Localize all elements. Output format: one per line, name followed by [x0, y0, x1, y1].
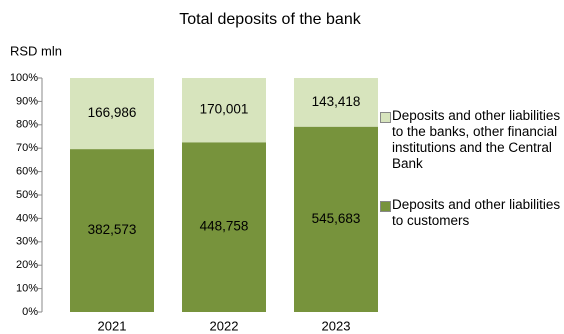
chart-title: Total deposits of the bank	[179, 11, 361, 28]
y-tick-label: 100%	[10, 72, 38, 84]
y-tick-label: 0%	[22, 306, 38, 318]
bar-segment	[294, 126, 378, 312]
x-tick-label: 2021	[98, 318, 127, 333]
data-label: 143,418	[312, 94, 361, 109]
bar-segment	[182, 142, 266, 312]
y-tick-label: 80%	[16, 119, 38, 131]
legend-label: Deposits and other liabilities to the ba…	[392, 108, 561, 171]
y-axis-label: RSD mln	[10, 43, 62, 58]
x-tick-label: 2023	[322, 318, 351, 333]
data-label: 448,758	[200, 219, 249, 234]
y-tick-label: 20%	[16, 259, 38, 271]
y-tick-label: 10%	[16, 283, 38, 295]
bar-segment	[70, 149, 154, 312]
bar-segment	[70, 78, 154, 150]
y-tick-label: 90%	[16, 95, 38, 107]
y-tick-label: 30%	[16, 236, 38, 248]
data-label: 382,573	[88, 222, 137, 237]
legend-swatch	[380, 112, 391, 123]
data-label: 170,001	[200, 102, 249, 117]
data-label: 545,683	[312, 211, 361, 226]
x-tick-label: 2022	[210, 318, 239, 333]
y-tick-label: 40%	[16, 212, 38, 224]
legend-label: Deposits and other liabilities to custom…	[392, 197, 561, 228]
y-tick-label: 60%	[16, 166, 38, 178]
y-tick-label: 70%	[16, 142, 38, 154]
bar-segment	[182, 78, 266, 143]
data-label: 166,986	[88, 105, 137, 120]
legend-swatch	[380, 201, 391, 212]
bar-segment	[294, 78, 378, 127]
y-tick-label: 50%	[16, 189, 38, 201]
